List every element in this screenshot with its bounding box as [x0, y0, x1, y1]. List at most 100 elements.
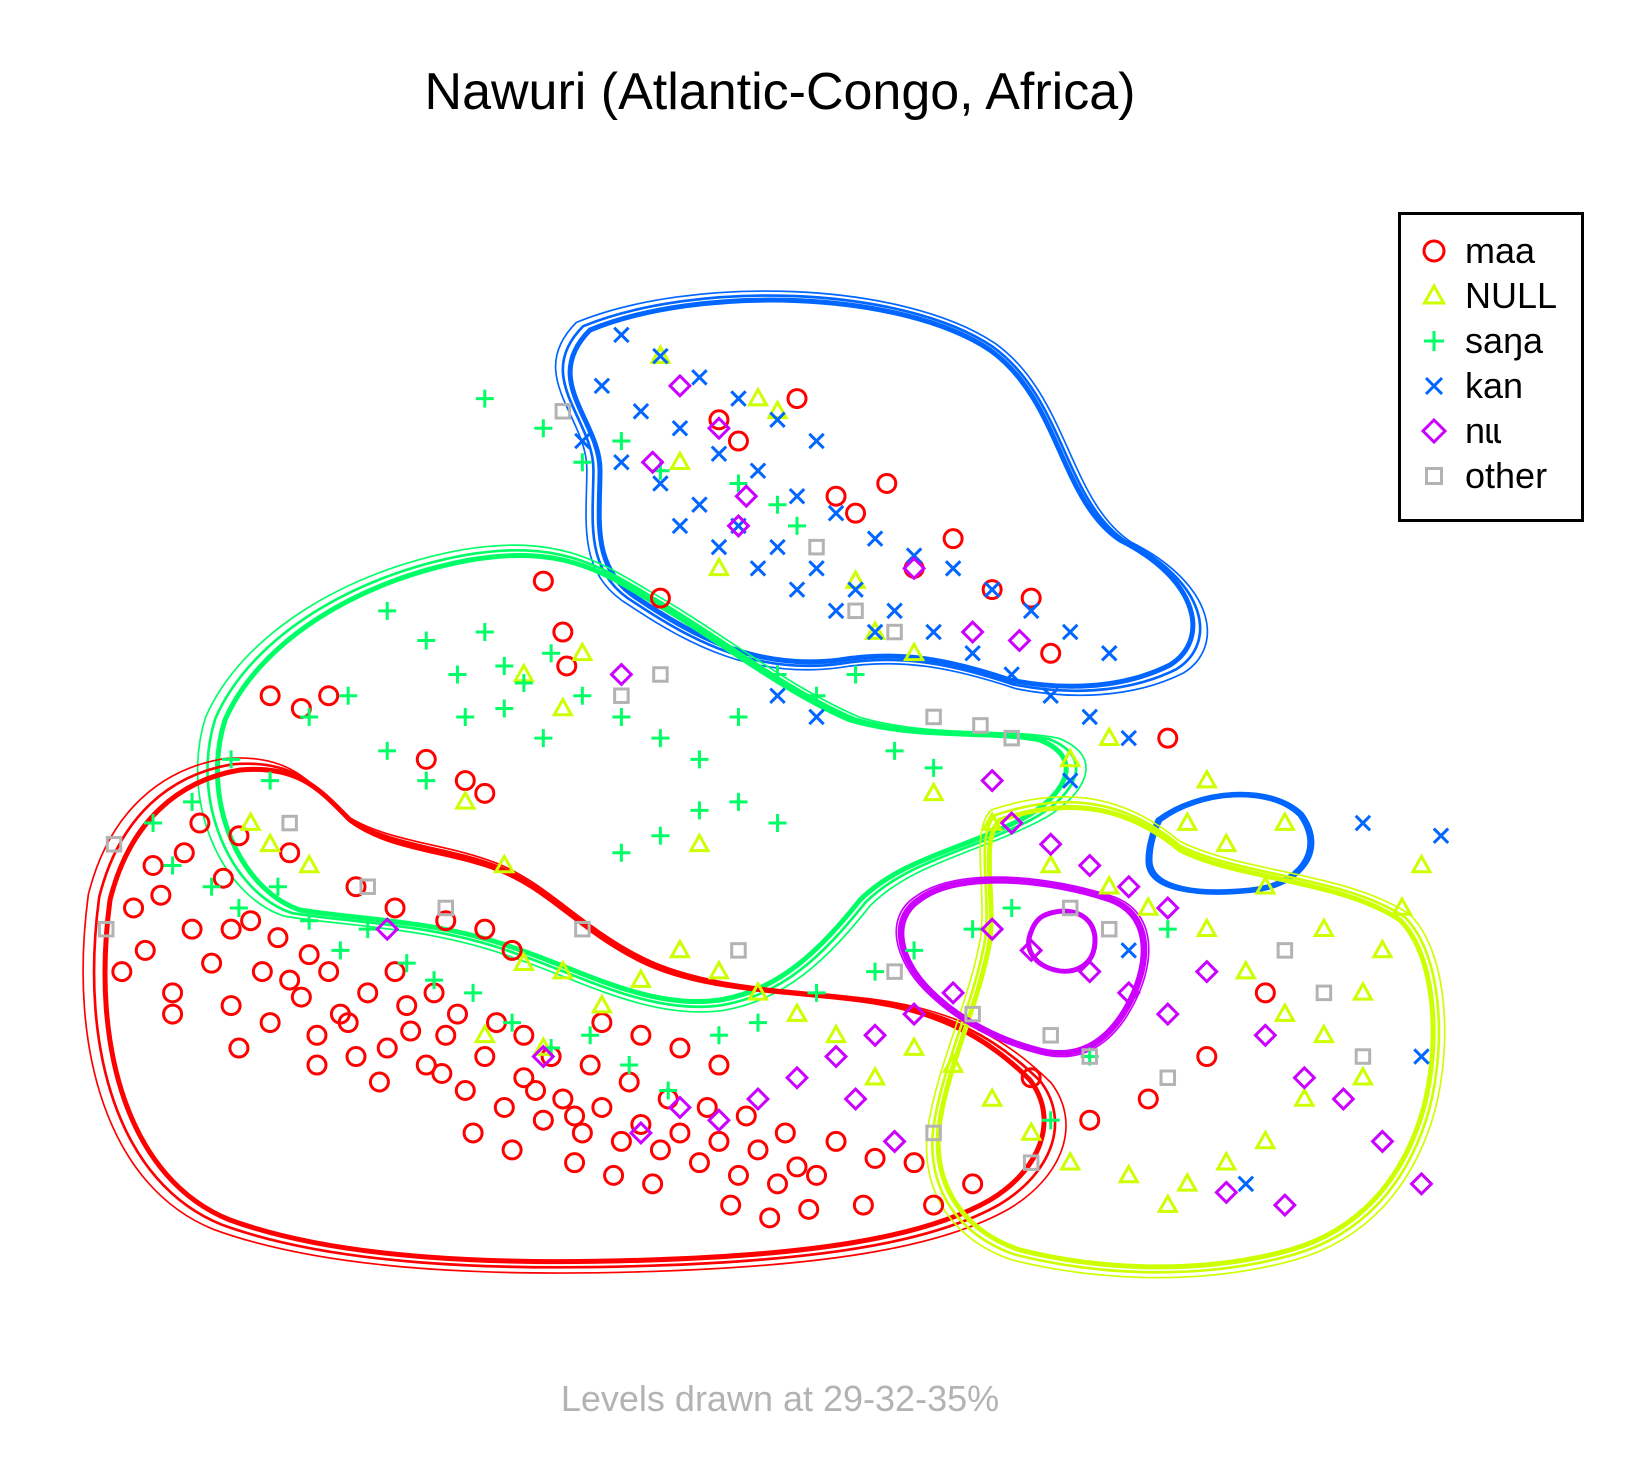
point-maa-5 [162, 982, 184, 1004]
points-layer [97, 326, 1450, 1229]
point-maa-110 [708, 1054, 730, 1076]
point-maa-113 [220, 918, 242, 940]
legend-symbol-maa [1422, 239, 1446, 263]
point-kan-34 [1120, 729, 1138, 747]
point-maa-66 [649, 587, 671, 609]
point-NULL-60 [1273, 810, 1296, 831]
point-saŋa-12 [495, 657, 514, 675]
point-maa-69 [786, 388, 808, 410]
point-maa-119 [525, 1079, 547, 1101]
point-maa-16 [454, 1079, 476, 1101]
point-saŋa-42 [620, 1056, 639, 1075]
point-maa-80 [1079, 1109, 1101, 1131]
contour-saŋa-inner-0 [214, 553, 1069, 1004]
point-other-11 [281, 814, 298, 832]
point-saŋa-22 [846, 665, 865, 684]
point-saŋa-7 [788, 516, 807, 535]
point-maa-53 [735, 1105, 757, 1127]
point-maa-87 [852, 1194, 874, 1216]
point-nɩɩ-25 [706, 1108, 731, 1133]
point-maa-12 [376, 1037, 398, 1059]
point-maa-82 [1196, 1046, 1218, 1068]
point-maa-57 [259, 685, 281, 707]
point-saŋa-27 [183, 792, 202, 811]
point-maa-3 [181, 918, 203, 940]
point-kan-28 [886, 602, 903, 620]
point-nɩɩ-21 [863, 1023, 888, 1048]
point-saŋa-23 [378, 741, 397, 760]
point-maa-104 [603, 1164, 625, 1186]
point-maa-63 [552, 621, 574, 643]
point-NULL-57 [1215, 832, 1238, 853]
point-saŋa-52 [651, 826, 670, 845]
point-maa-21 [552, 1088, 574, 1110]
point-other-9 [105, 836, 123, 853]
point-maa-118 [431, 1063, 453, 1085]
point-maa-99 [306, 1054, 328, 1076]
point-NULL-51 [298, 853, 321, 874]
point-maa-96 [111, 961, 133, 983]
point-maa-1 [150, 884, 172, 906]
point-saŋa-17 [651, 729, 670, 748]
contour-kan-middle-0 [561, 294, 1202, 693]
point-saŋa-51 [612, 843, 631, 862]
point-saŋa-31 [229, 898, 248, 917]
point-saŋa-26 [261, 771, 280, 790]
point-nɩɩ-39 [375, 917, 400, 942]
point-nɩɩ-6 [960, 620, 985, 645]
point-maa-68 [708, 409, 730, 431]
point-saŋa-53 [690, 801, 709, 820]
point-maa-25 [630, 1113, 652, 1135]
legend-item-saŋa: saŋa [1401, 321, 1587, 361]
point-nɩɩ-10 [1038, 832, 1063, 857]
point-saŋa-15 [573, 686, 592, 705]
point-kan-9 [710, 445, 728, 463]
point-maa-90 [279, 842, 301, 864]
point-nɩɩ-1 [706, 416, 731, 441]
point-maa-67 [727, 430, 749, 452]
point-nɩɩ-5 [902, 556, 927, 581]
point-maa-112 [630, 1024, 652, 1046]
point-saŋa-60 [1041, 1111, 1060, 1130]
point-kan-3 [730, 390, 747, 407]
point-kan-46 [1120, 942, 1138, 959]
point-NULL-7 [902, 641, 926, 662]
point-NULL-24 [1371, 938, 1394, 959]
point-kan-7 [632, 403, 650, 420]
point-kan-31 [1003, 666, 1020, 683]
point-other-22 [1315, 984, 1333, 1002]
point-kan-16 [983, 581, 1001, 598]
point-nɩɩ-29 [843, 1086, 868, 1112]
point-kan-38 [671, 517, 689, 535]
point-other-8 [1003, 729, 1020, 747]
legend-marker-maa [1422, 239, 1446, 263]
point-nɩɩ-37 [1214, 1180, 1239, 1205]
point-saŋa-1 [534, 419, 553, 438]
point-maa-33 [786, 1156, 808, 1178]
point-maa-17 [474, 1046, 496, 1068]
point-NULL-58 [1254, 874, 1277, 895]
point-nɩɩ-32 [1292, 1065, 1317, 1090]
point-maa-105 [642, 1173, 664, 1195]
legend-marker-other [1425, 467, 1443, 485]
point-maa-75 [981, 579, 1003, 601]
point-saŋa-25 [222, 750, 241, 769]
point-NULL-31 [1176, 1171, 1199, 1192]
point-maa-23 [591, 1096, 613, 1118]
point-kan-5 [808, 432, 825, 450]
point-saŋa-5 [729, 474, 748, 493]
point-maa-55 [825, 1130, 847, 1152]
point-kan-36 [788, 581, 806, 598]
point-saŋa-11 [475, 623, 494, 642]
point-maa-19 [513, 1067, 535, 1089]
point-NULL-37 [942, 1052, 965, 1073]
legend-label-kan: kan [1465, 365, 1524, 406]
point-nɩɩ-12 [1116, 874, 1141, 899]
point-maa-103 [564, 1152, 586, 1174]
legend-symbol-NULL [1421, 282, 1447, 305]
legend-label-other: other [1465, 455, 1548, 496]
contour-nɩɩ-outer-0 [895, 876, 1150, 1058]
point-NULL-32 [1156, 1193, 1179, 1213]
point-kan-13 [866, 530, 884, 547]
